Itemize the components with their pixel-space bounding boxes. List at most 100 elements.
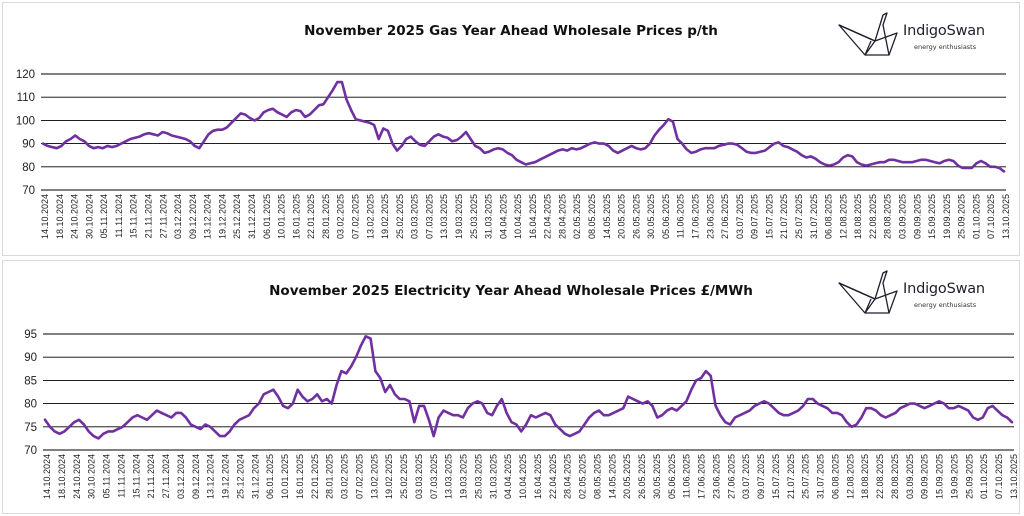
x-tick-label: 06.01.2025 [265, 454, 275, 499]
x-tick-label: 08.05.2025 [587, 194, 597, 239]
x-tick-label: 21.11.2024 [143, 194, 153, 238]
x-tick-label: 19.03.2025 [459, 454, 469, 499]
x-tick-label: 10.01.2025 [277, 194, 287, 239]
x-tick-label: 07.03.2025 [424, 194, 434, 239]
x-tick-label: 01.10.2025 [971, 194, 981, 239]
x-tick-label: 27.11.2024 [161, 454, 171, 498]
x-tick-label: 15.07.2025 [764, 194, 774, 239]
x-tick-label: 01.10.2025 [979, 454, 989, 499]
x-tick-label: 25.09.2025 [964, 454, 974, 499]
x-tick-label: 28.08.2025 [890, 454, 900, 499]
x-tick-label: 25.07.2025 [801, 454, 811, 499]
brand-name: IndigoSwan [903, 23, 985, 39]
x-tick-label: 15.11.2024 [131, 454, 141, 498]
origami-swan-icon [838, 12, 898, 56]
x-tick-label: 22.04.2025 [543, 194, 553, 239]
x-tick-label: 25.12.2024 [232, 194, 242, 239]
x-tick-label: 30.10.2024 [84, 194, 94, 239]
x-tick-label: 07.10.2025 [986, 194, 996, 239]
y-tick-label: 120 [16, 69, 35, 81]
x-tick-label: 24.10.2024 [70, 194, 80, 239]
y-tick-label: 85 [24, 375, 37, 387]
x-tick-label: 19.12.2024 [221, 454, 231, 499]
x-tick-label: 10.04.2025 [518, 454, 528, 499]
x-tick-label: 22.08.2025 [875, 454, 885, 499]
chart-title: November 2025 Electricity Year Ahead Who… [269, 283, 753, 299]
x-tick-label: 08.05.2025 [592, 454, 602, 499]
x-tick-label: 05.11.2024 [99, 194, 109, 238]
x-tick-label: 15.07.2025 [771, 454, 781, 499]
x-tick-label: 27.06.2025 [720, 194, 730, 239]
x-tick-label: 15.11.2024 [129, 194, 139, 238]
x-tick-label: 03.03.2025 [410, 194, 420, 239]
x-tick-label: 28.04.2025 [557, 194, 567, 239]
y-tick-label: 80 [24, 399, 37, 411]
brand-name: IndigoSwan [903, 281, 985, 297]
y-tick-label: 90 [22, 139, 35, 151]
x-tick-label: 09.09.2025 [912, 194, 922, 239]
origami-swan-icon [838, 270, 898, 314]
x-tick-label: 03.09.2025 [905, 454, 915, 499]
x-tick-label: 21.11.2024 [146, 454, 156, 498]
x-tick-label: 11.11.2024 [116, 454, 126, 498]
x-tick-label: 31.12.2024 [247, 194, 257, 239]
x-tick-label: 25.02.2025 [399, 454, 409, 499]
x-tick-label: 25.03.2025 [469, 194, 479, 239]
series-line [41, 80, 1006, 173]
x-tick-label: 23.06.2025 [711, 454, 721, 499]
gridlines [43, 333, 1014, 451]
x-tick-label: 11.06.2025 [682, 454, 692, 498]
x-tick-label: 28.01.2025 [321, 194, 331, 239]
x-tick-label: 10.04.2025 [513, 194, 523, 239]
x-tick-label: 19.12.2024 [217, 194, 227, 239]
x-tick-label: 18.08.2025 [860, 454, 870, 499]
series-line [43, 335, 1014, 440]
x-tick-label: 19.09.2025 [942, 194, 952, 239]
x-tick-label: 22.04.2025 [548, 454, 558, 499]
x-tick-label: 19.09.2025 [949, 454, 959, 499]
x-tick-label: 11.06.2025 [676, 194, 686, 238]
x-tick-label: 09.07.2025 [756, 454, 766, 499]
x-tick-label: 23.06.2025 [705, 194, 715, 239]
x-tick-label: 04.04.2025 [503, 454, 513, 499]
x-tick-label: 07.10.2025 [994, 454, 1004, 499]
x-tick-label: 28.08.2025 [883, 194, 893, 239]
x-tick-label: 18.10.2024 [57, 454, 67, 499]
x-tick-label: 03.02.2025 [336, 194, 346, 239]
y-tick-label: 70 [22, 185, 35, 197]
x-tick-label: 12.08.2025 [838, 194, 848, 239]
x-tick-label: 14.10.2024 [42, 454, 52, 499]
x-tick-label: 05.06.2025 [667, 454, 677, 499]
x-tick-label: 31.03.2025 [488, 454, 498, 499]
electricity-chart-panel: 70 75 80 85 90 95 14.10.2024 18.10.2024 24.10.20… [2, 260, 1020, 514]
x-tick-label: 22.08.2025 [868, 194, 878, 239]
x-tick-label: 25.07.2025 [794, 194, 804, 239]
x-tick-label: 30.10.2024 [87, 454, 97, 499]
x-tick-label: 07.03.2025 [429, 454, 439, 499]
x-tick-label: 02.05.2025 [572, 194, 582, 239]
x-tick-label: 09.12.2024 [188, 194, 198, 239]
x-tick-label: 16.01.2025 [291, 194, 301, 239]
x-tick-label: 21.07.2025 [779, 194, 789, 239]
x-tick-label: 21.07.2025 [786, 454, 796, 499]
x-tick-label: 03.07.2025 [735, 194, 745, 239]
x-tick-label: 07.02.2025 [354, 454, 364, 499]
x-tick-label: 25.02.2025 [395, 194, 405, 239]
x-tick-label: 16.04.2025 [533, 454, 543, 499]
y-tick-label: 110 [17, 92, 35, 104]
x-tick-label: 06.08.2025 [830, 454, 840, 499]
gas-chart: 70 80 90 100 110 120 14.10.2024 18.10.2024 24.10… [16, 69, 1011, 239]
x-tick-label: 25.09.2025 [957, 194, 967, 239]
x-tick-label: 03.03.2025 [414, 454, 424, 499]
x-tick-label: 31.12.2024 [250, 454, 260, 499]
x-tick-label: 22.01.2025 [306, 194, 316, 239]
x-tick-label: 13.02.2025 [369, 454, 379, 499]
x-tick-labels: 14.10.2024 18.10.2024 24.10.2024 30.10.2024… [40, 194, 1011, 239]
x-tick-label: 31.07.2025 [816, 454, 826, 499]
x-tick-label: 09.12.2024 [191, 454, 201, 499]
y-tick-label: 95 [24, 329, 37, 341]
brand-tagline: energy enthusiasts [914, 301, 977, 309]
x-tick-label: 24.10.2024 [72, 454, 82, 499]
x-tick-label: 17.06.2025 [691, 194, 701, 239]
x-tick-label: 25.12.2024 [235, 454, 245, 499]
